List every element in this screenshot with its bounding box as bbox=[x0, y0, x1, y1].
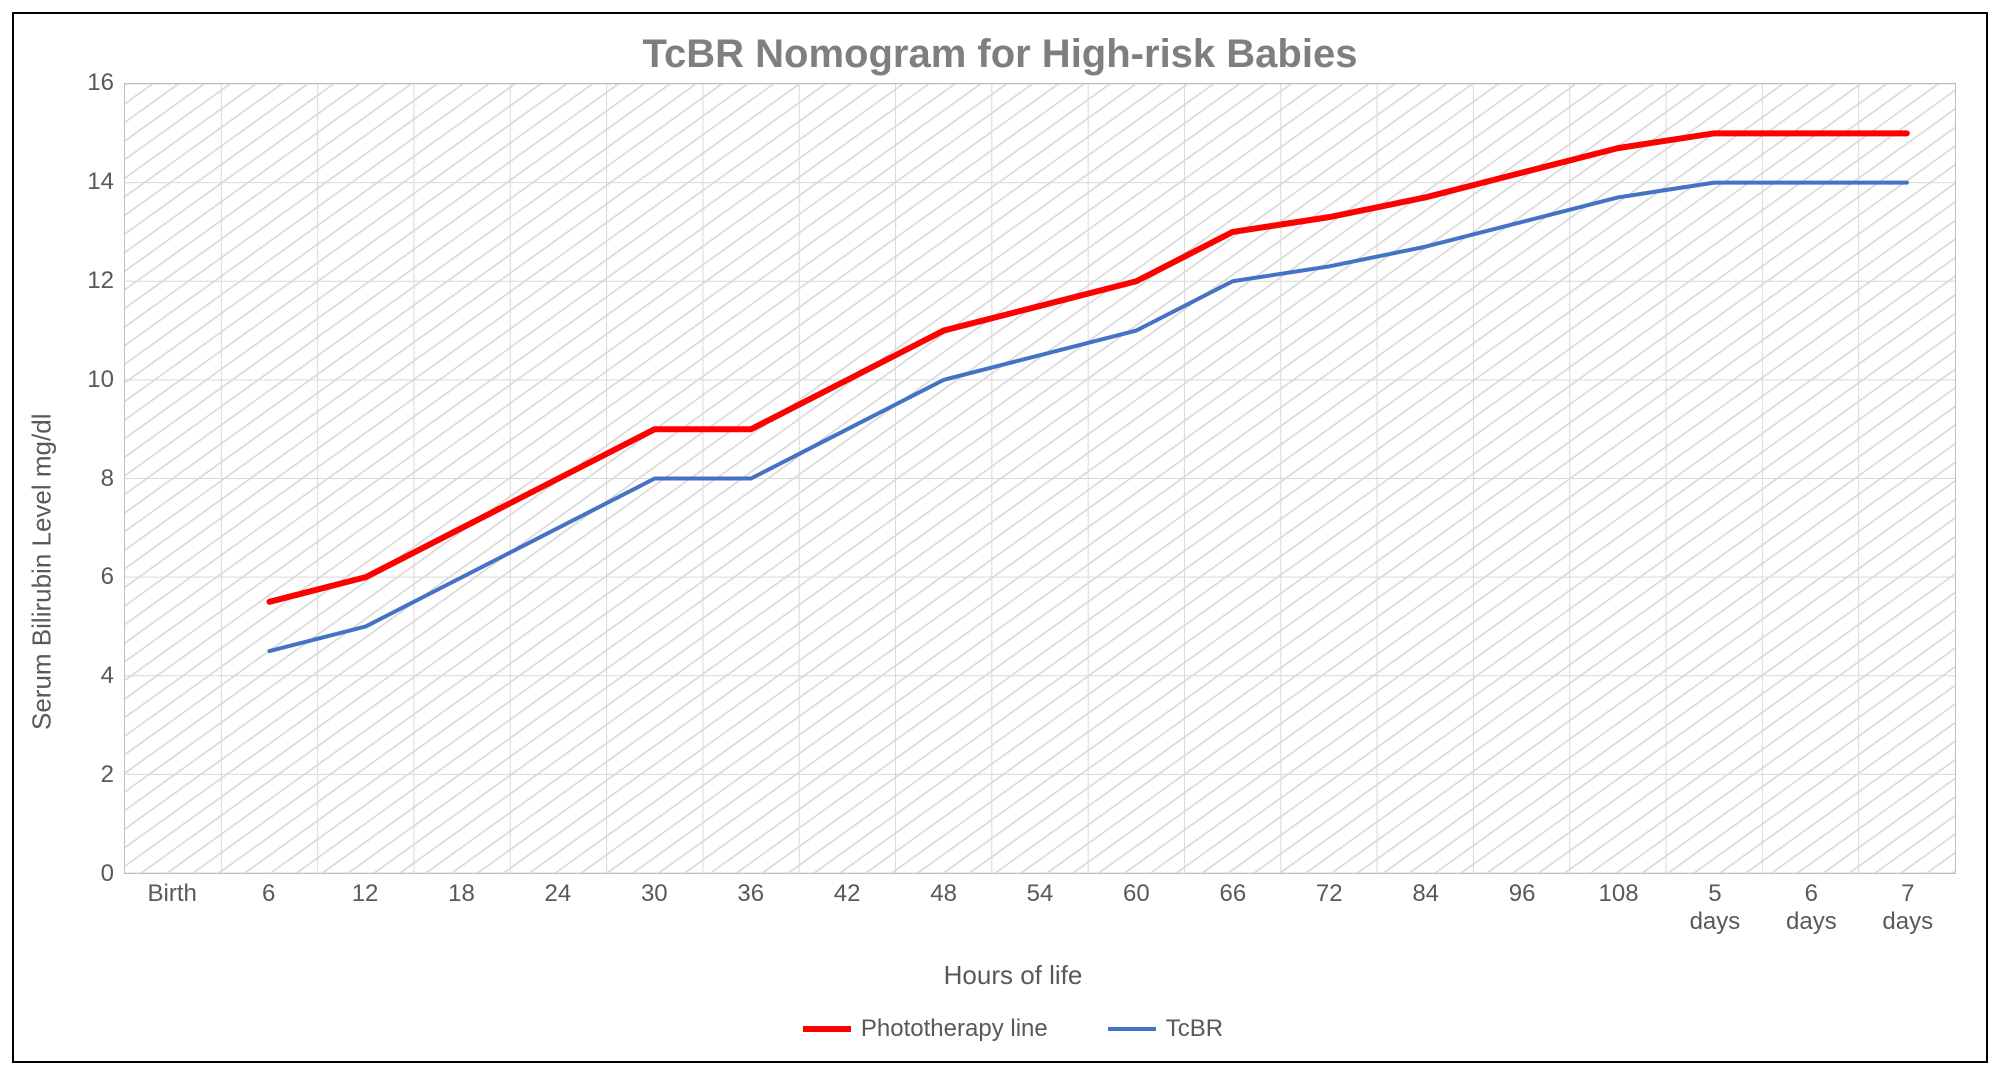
x-tick-label: 54 bbox=[1027, 880, 1054, 908]
chart-container: TcBR Nomogram for High-risk Babies Serum… bbox=[12, 12, 1988, 1063]
y-tick-label: 16 bbox=[87, 69, 114, 97]
x-tick-label: 60 bbox=[1123, 880, 1150, 908]
x-tick-label: 108 bbox=[1598, 880, 1638, 908]
legend-swatch bbox=[1108, 1027, 1156, 1031]
x-tick-label: 48 bbox=[930, 880, 957, 908]
x-tick-label: Birth bbox=[148, 880, 197, 908]
y-tick-label: 0 bbox=[101, 860, 114, 888]
x-tick-label: 5 days bbox=[1690, 880, 1741, 935]
plot-row: 1614121086420 bbox=[70, 83, 1956, 874]
y-axis-title: Serum Bilirubin Level mg/dl bbox=[14, 83, 70, 1061]
legend-swatch bbox=[803, 1026, 851, 1032]
y-tick-label: 10 bbox=[87, 366, 114, 394]
x-tick-label: 6 days bbox=[1786, 880, 1837, 935]
x-tick-label: 66 bbox=[1219, 880, 1246, 908]
x-axis-title: Hours of life bbox=[70, 952, 1956, 1005]
x-tick-label: 12 bbox=[352, 880, 379, 908]
x-tick-label: 96 bbox=[1509, 880, 1536, 908]
x-tick-label: 6 bbox=[262, 880, 275, 908]
x-ticks-spacer bbox=[70, 874, 124, 952]
plot-svg bbox=[125, 84, 1955, 873]
legend: Phototherapy line TcBR bbox=[70, 1005, 1956, 1061]
legend-label: TcBR bbox=[1166, 1015, 1223, 1043]
y-tick-label: 8 bbox=[101, 465, 114, 493]
chart-title: TcBR Nomogram for High-risk Babies bbox=[14, 14, 1986, 83]
plot-column: 1614121086420 Birth612182430364248546066… bbox=[70, 83, 1986, 1061]
x-axis-ticks: Birth 6 12 18 24 30 36 42 48 54 60 66 72 84 96 108 5 day… bbox=[124, 874, 1956, 952]
x-ticks-row: Birth 6 12 18 24 30 36 42 48 54 60 66 72 84 96 108 5 day… bbox=[70, 874, 1956, 952]
x-tick-label: 36 bbox=[737, 880, 764, 908]
y-tick-label: 2 bbox=[101, 761, 114, 789]
legend-item: TcBR bbox=[1108, 1015, 1223, 1043]
y-tick-label: 14 bbox=[87, 168, 114, 196]
x-tick-label: 24 bbox=[545, 880, 572, 908]
y-tick-label: 4 bbox=[101, 662, 114, 690]
x-tick-label: 42 bbox=[834, 880, 861, 908]
chart-body: Serum Bilirubin Level mg/dl 161412108642… bbox=[14, 83, 1986, 1061]
y-tick-label: 12 bbox=[87, 267, 114, 295]
y-axis-ticks: 1614121086420 bbox=[70, 83, 124, 874]
x-tick-label: 72 bbox=[1316, 880, 1343, 908]
x-tick-label: 84 bbox=[1412, 880, 1439, 908]
legend-item: Phototherapy line bbox=[803, 1015, 1048, 1043]
plot-area bbox=[124, 83, 1956, 874]
x-tick-label: 18 bbox=[448, 880, 475, 908]
y-tick-label: 6 bbox=[101, 563, 114, 591]
legend-label: Phototherapy line bbox=[861, 1015, 1048, 1043]
x-tick-label: 7 days bbox=[1882, 880, 1933, 935]
x-tick-label: 30 bbox=[641, 880, 668, 908]
